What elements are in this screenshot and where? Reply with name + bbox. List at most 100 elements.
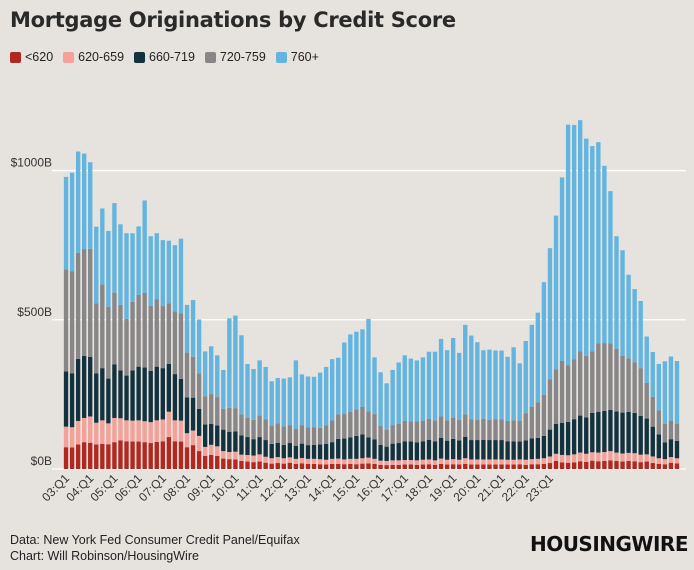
bar-segment [172, 441, 178, 469]
bar-segment [578, 461, 583, 469]
bar-segment [348, 334, 353, 412]
bar-segment [160, 240, 165, 307]
bar-segment [450, 337, 456, 418]
bar-segment [511, 441, 516, 460]
bar-segment [602, 460, 607, 469]
bar-segment [275, 463, 280, 469]
bar-segment [656, 458, 662, 464]
bar-segment [287, 457, 293, 463]
bar-segment [100, 284, 105, 369]
bar-segment [269, 443, 274, 459]
bar-segment [348, 463, 353, 469]
legend-swatch [275, 51, 287, 63]
bar-segment [372, 439, 377, 459]
bar-segment [426, 459, 432, 465]
bar-segment [638, 300, 643, 369]
bar-segment [517, 363, 522, 421]
legend-item: 760+ [275, 50, 319, 64]
bar-segment [565, 421, 571, 456]
bar-segment [674, 360, 680, 424]
bar-segment [124, 420, 129, 442]
bar-segment [656, 410, 662, 435]
bar-segment [112, 203, 117, 293]
bar-segment [275, 423, 280, 443]
bar-segment [511, 347, 516, 421]
bar-segment [275, 377, 280, 424]
bar-segment [662, 464, 668, 469]
bar-segment [221, 458, 226, 469]
bar-segment [632, 453, 637, 462]
bar-segment [190, 300, 196, 357]
bar-segment [342, 414, 347, 439]
bar-segment [69, 373, 75, 428]
bar-segment [487, 419, 492, 441]
bar-segment [481, 418, 486, 440]
bar-segment [118, 440, 123, 469]
bar-segment [547, 429, 553, 457]
bar-segment [354, 409, 359, 436]
bar-segment [626, 412, 631, 453]
bar-segment [202, 446, 208, 456]
bar-segment [444, 464, 450, 469]
bar-segment [505, 356, 510, 421]
bar-segment [148, 422, 153, 444]
bar-segment [130, 370, 135, 421]
bar-segment [245, 454, 250, 462]
bar-segment [469, 464, 474, 469]
bar-segment [426, 418, 432, 440]
bar-segment [166, 411, 172, 438]
bar-segment [172, 245, 178, 312]
bar-segment [130, 301, 135, 371]
bar-segment [124, 318, 129, 376]
bar-segment [136, 420, 141, 442]
bar-segment [221, 451, 226, 459]
bar-segment [432, 420, 438, 442]
bar-segment [571, 359, 577, 420]
bar-segment [596, 142, 601, 344]
bar-segment [75, 252, 81, 359]
bar-segment [390, 460, 395, 465]
bar-segment [305, 458, 311, 464]
legend-swatch [63, 51, 75, 63]
bar-segment [420, 441, 426, 460]
bar-segment [590, 460, 595, 469]
bar-segment [227, 407, 232, 432]
bar-segment [63, 269, 69, 372]
bar-segment [112, 442, 117, 469]
bar-segment [457, 352, 462, 421]
bar-segment [384, 465, 389, 469]
bar-segment [559, 462, 565, 469]
bar-segment [202, 396, 208, 425]
bar-segment [638, 415, 643, 455]
bar-segment [336, 458, 341, 464]
bar-segment [63, 371, 69, 427]
bar-segment [172, 420, 178, 442]
legend-swatch [10, 51, 21, 63]
bar-segment [330, 442, 335, 459]
bar-segment [559, 177, 565, 361]
chart-credit-text: Chart: Will Robinson/HousingWire [10, 549, 199, 563]
bar-segment [438, 458, 444, 464]
bar-segment [202, 351, 208, 397]
bar-segment [215, 455, 220, 469]
bar-segment [275, 457, 280, 464]
bar-segment [408, 421, 413, 442]
bar-segment [626, 274, 631, 359]
bar-segment [650, 456, 655, 464]
bar-segment [650, 463, 655, 469]
bar-segment [269, 381, 274, 427]
bar-segment [517, 441, 522, 460]
bar-segment [529, 406, 534, 439]
bar-segment [632, 362, 637, 413]
bar-segment [184, 433, 190, 448]
bar-segment [239, 414, 244, 436]
bar-segment [523, 413, 528, 441]
bar-segment [614, 460, 619, 469]
bar-segment [553, 453, 559, 461]
bar-segment [287, 377, 293, 426]
bar-segment [287, 425, 293, 444]
bar-segment [493, 459, 498, 465]
y-tick-label: $500B [17, 305, 52, 319]
bar-segment [94, 444, 99, 469]
y-tick-label: $0B [31, 454, 52, 468]
